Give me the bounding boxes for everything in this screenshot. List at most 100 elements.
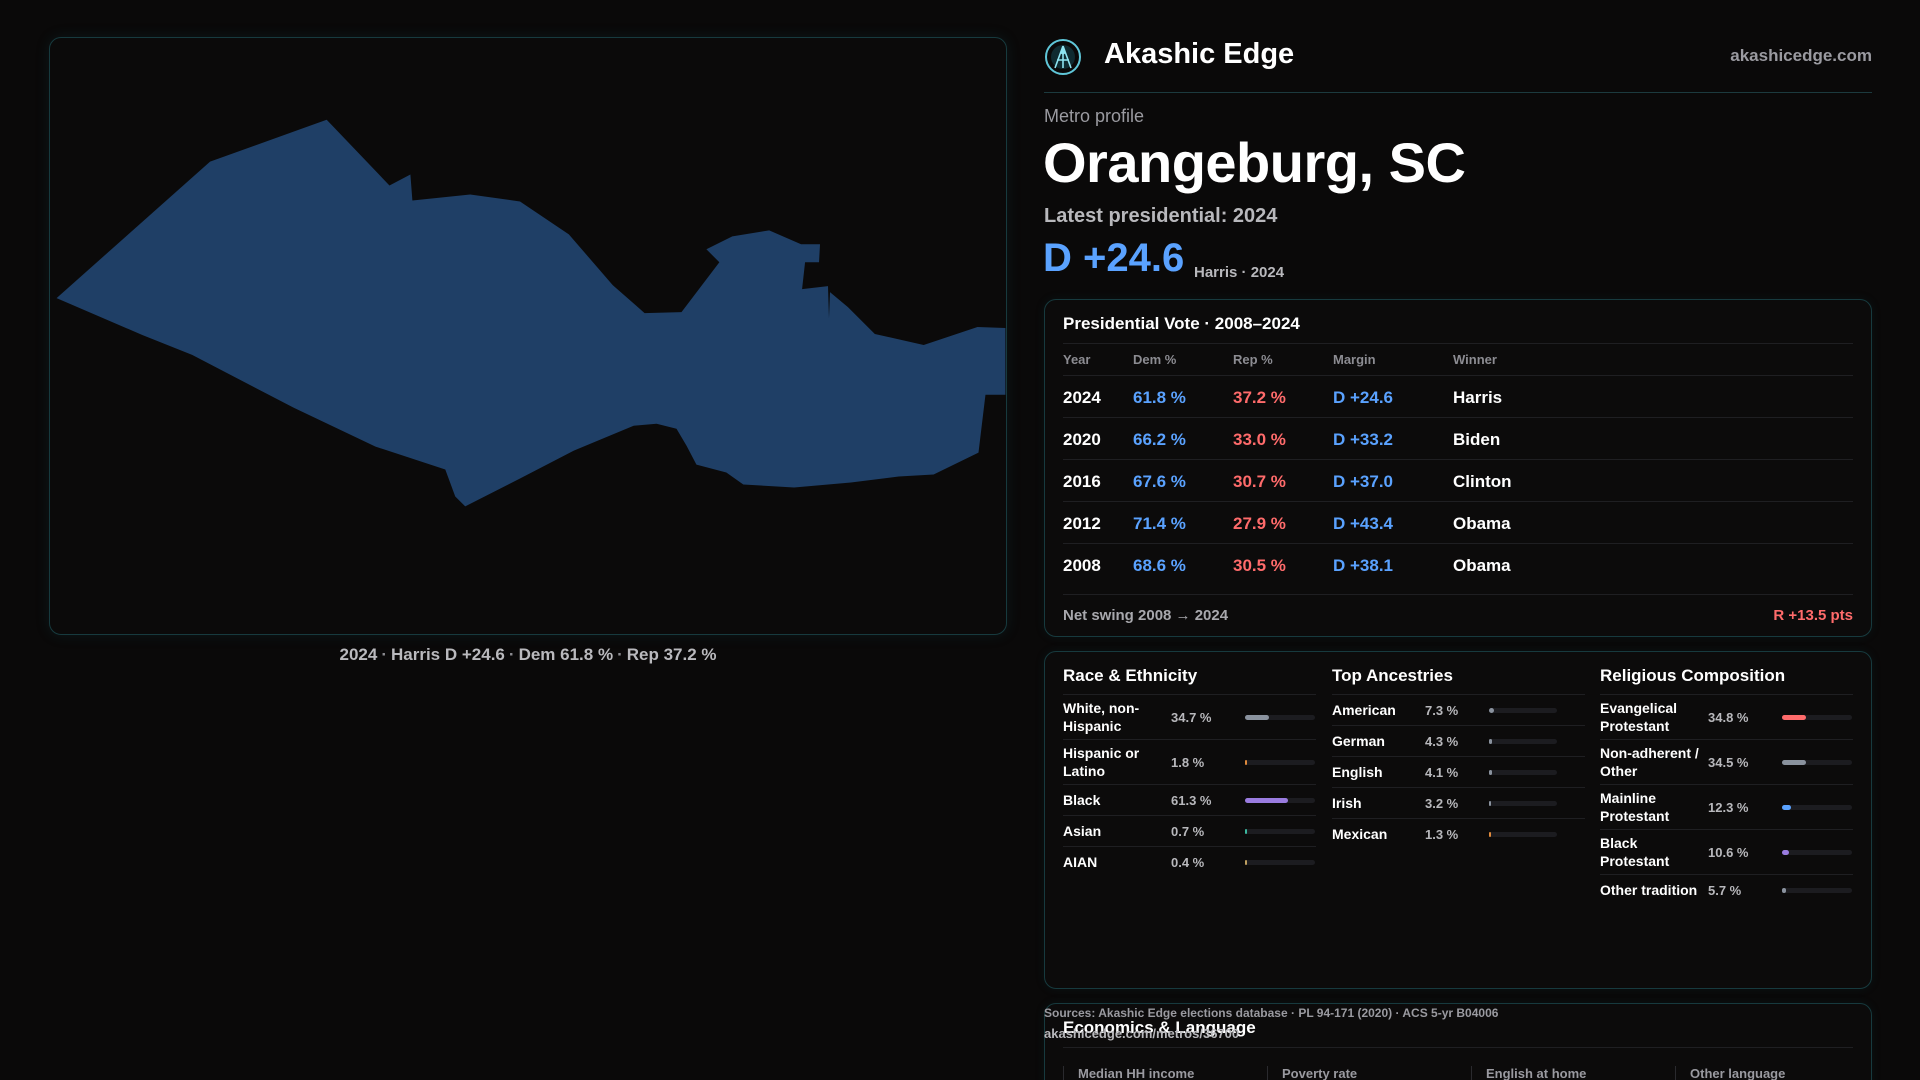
ancestry-label: American [1332,702,1396,718]
row-margin: D +43.4 [1333,514,1394,533]
list-item: Non-adherent / Other 34.5 % [1600,739,1853,784]
religion-bar-fill [1782,887,1786,893]
list-item: American 7.3 % [1332,694,1585,725]
race-label: Asian [1063,823,1102,839]
row-year: 2016 [1063,472,1101,491]
row-dem: 67.6 % [1133,472,1186,491]
ancestries-section: Top Ancestries American 7.3 % German 4.3… [1332,666,1585,849]
row-dem: 66.2 % [1133,430,1186,449]
race-label: Hispanic or Latino [1063,745,1140,779]
religion-bar [1782,887,1852,893]
race-value: 61.3 % [1171,792,1212,808]
list-item: Mexican 1.3 % [1332,818,1585,849]
list-item: Asian 0.7 % [1063,815,1316,846]
row-winner: Harris [1453,388,1503,407]
latest-margin: D +24.6 [1043,236,1185,280]
site-link[interactable]: akashicedge.com [1730,46,1872,65]
row-winner: Clinton [1453,472,1512,491]
row-dem: 61.8 % [1133,388,1186,407]
ancestry-label: English [1332,764,1383,780]
row-margin: D +37.0 [1333,472,1394,491]
race-label: AIAN [1063,854,1098,870]
race-bar [1245,797,1315,803]
col-rep: Rep % [1233,352,1273,367]
religion-value: 12.3 % [1708,799,1749,815]
row-year: 2008 [1063,556,1101,575]
econ-col-other-language: Other language [1675,1066,1879,1080]
religion-bar [1782,759,1852,765]
ancestry-label: Mexican [1332,826,1388,842]
ancestry-title: Top Ancestries [1332,666,1453,685]
race-ethnicity-section: Race & Ethnicity White, non-Hispanic 34.… [1063,666,1316,877]
net-swing-label: Net swing 2008 → 2024 [1063,607,1229,624]
list-item: Evangelical Protestant 34.8 % [1600,694,1853,739]
race-bar-fill [1245,714,1270,720]
religion-label: Non-adherent / Other [1600,745,1699,779]
ancestry-bar-fill [1489,769,1492,775]
demographics-card: Race & Ethnicity White, non-Hispanic 34.… [1044,651,1872,989]
table-row: 2020 66.2 % 33.0 % D +33.2 Biden [1063,417,1853,459]
table-row: 2016 67.6 % 30.7 % D +37.0 Clinton [1063,459,1853,501]
ancestry-value: 4.3 % [1425,733,1459,749]
ancestry-label: Irish [1332,795,1362,811]
race-bar-fill [1245,828,1247,834]
religion-value: 10.6 % [1708,844,1749,860]
religion-label: Evangelical Protestant [1600,700,1678,734]
list-item: German 4.3 % [1332,725,1585,756]
list-item: Other tradition 5.7 % [1600,874,1853,905]
religion-bar [1782,714,1852,720]
ancestry-bar [1489,769,1557,775]
list-item: English 4.1 % [1332,756,1585,787]
profile-eyebrow: Metro profile [1044,106,1145,126]
vote-card-title: Presidential Vote · 2008–2024 [1063,314,1300,333]
sources-url[interactable]: akashicedge.com/metros/36700 [1044,1026,1240,1041]
presidential-vote-card: Presidential Vote · 2008–2024 Year Dem %… [1044,299,1872,637]
row-dem: 71.4 % [1133,514,1186,533]
economics-card: Economics & Language Median HH income Po… [1044,1003,1872,1080]
race-label: Black [1063,792,1101,808]
akashic-edge-logo-icon[interactable] [1044,38,1082,76]
econ-col-income: Median HH income [1063,1066,1267,1080]
row-winner: Biden [1453,430,1501,449]
ancestry-value: 7.3 % [1425,702,1459,718]
religion-bar-fill [1782,849,1790,855]
ancestry-value: 4.1 % [1425,764,1459,780]
table-row: 2008 68.6 % 30.5 % D +38.1 Obama [1063,543,1853,585]
ancestry-bar [1489,800,1557,806]
row-rep: 30.7 % [1233,472,1286,491]
list-item: Hispanic or Latino 1.8 % [1063,739,1316,784]
row-dem: 68.6 % [1133,556,1186,575]
list-item: Mainline Protestant 12.3 % [1600,784,1853,829]
row-margin: D +24.6 [1333,388,1394,407]
race-bar-fill [1245,797,1288,803]
race-bar [1245,828,1315,834]
county-shape[interactable] [56,119,1006,507]
caption-dem: Dem 61.8 % [518,645,614,664]
row-rep: 30.5 % [1233,556,1286,575]
religion-value: 34.5 % [1708,754,1749,770]
net-swing-row: Net swing 2008 → 2024 R +13.5 pts [1063,594,1853,638]
map-panel[interactable] [49,37,1007,635]
religion-value: 5.7 % [1708,882,1742,898]
row-year: 2024 [1063,388,1101,407]
list-item: Irish 3.2 % [1332,787,1585,818]
map-caption: 2024 · Harris D +24.6 · Dem 61.8 % · Rep 37.2 … [49,645,1007,665]
religion-section: Religious Composition Evangelical Protes… [1600,666,1853,905]
religion-bar [1782,849,1852,855]
brand-name[interactable]: Akashic Edge [1104,38,1295,70]
table-row: 2024 61.8 % 37.2 % D +24.6 Harris [1063,375,1853,417]
latest-margin-note: Harris · 2024 [1194,264,1285,281]
page-title: Orangeburg, SC [1043,131,1466,194]
ancestry-value: 3.2 % [1425,795,1459,811]
caption-sep: · [508,645,515,664]
vote-table: Year Dem % Rep % Margin Winner 2024 61.8… [1063,343,1853,585]
race-value: 1.8 % [1171,754,1205,770]
race-bar [1245,714,1315,720]
ancestry-value: 1.3 % [1425,826,1459,842]
ancestry-bar-fill [1489,707,1494,713]
row-margin: D +38.1 [1333,556,1394,575]
religion-bar-fill [1782,759,1807,765]
religion-title: Religious Composition [1600,666,1786,685]
race-value: 0.4 % [1171,854,1205,870]
metro-map[interactable] [50,38,1006,634]
